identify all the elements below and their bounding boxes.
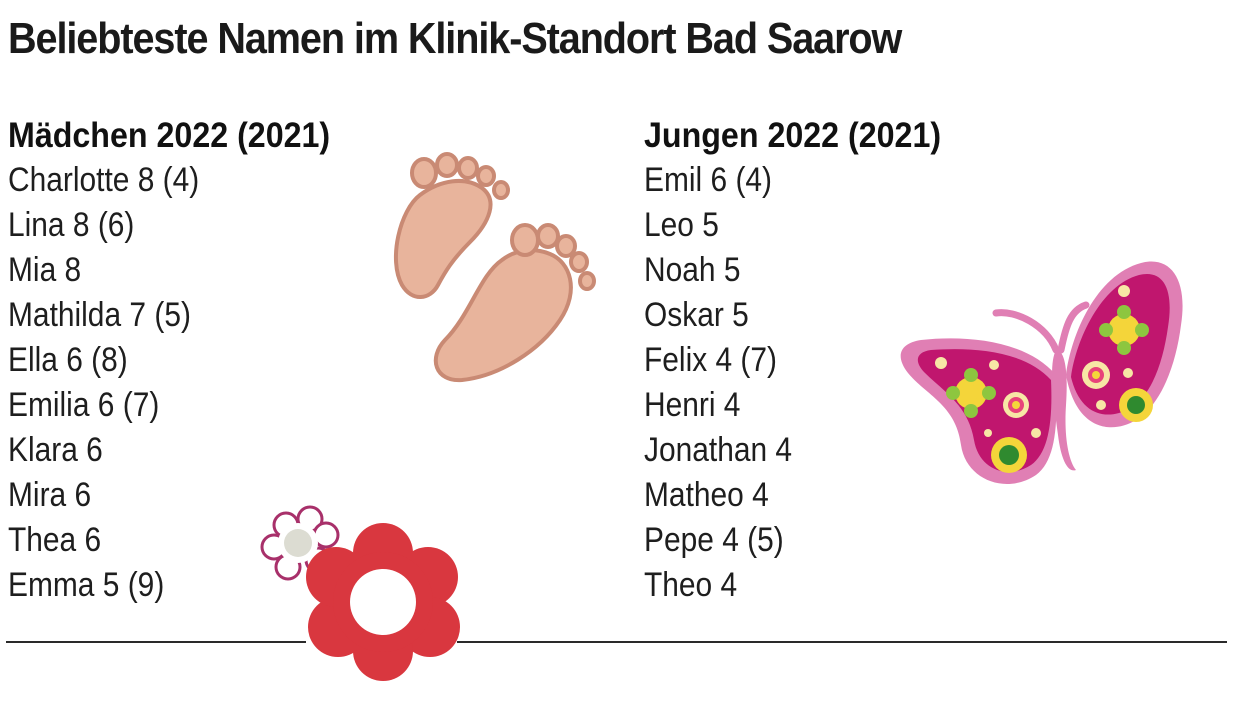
- baby-footprints-icon: [393, 152, 596, 383]
- boys-heading: Jungen 2022 (2021): [644, 116, 942, 155]
- list-item: Lina 8 (6): [8, 206, 135, 244]
- list-item: Leo 5: [644, 206, 719, 244]
- list-item: Mia 8: [8, 251, 82, 289]
- list-item: Klara 6: [8, 431, 103, 469]
- list-item: Matheo 4: [644, 476, 769, 514]
- list-item: Charlotte 8 (4): [8, 161, 200, 199]
- boys-column: Jungen 2022 (2021) Emil 6 (4) Leo 5 Noah…: [644, 114, 967, 608]
- flower-icon: [260, 505, 460, 681]
- list-item: Theo 4: [644, 566, 738, 604]
- list-item: Thea 6: [8, 521, 102, 559]
- list-item: Oskar 5: [644, 296, 749, 334]
- list-item: Emil 6 (4): [644, 161, 773, 199]
- list-item: Henri 4: [644, 386, 741, 424]
- butterfly-icon: [900, 261, 1183, 484]
- divider-line-left: [6, 641, 306, 643]
- girls-name-list: Charlotte 8 (4) Lina 8 (6) Mia 8 Mathild…: [8, 158, 358, 608]
- list-item: Mira 6: [8, 476, 92, 514]
- girls-column: Mädchen 2022 (2021) Charlotte 8 (4) Lina…: [8, 114, 358, 608]
- list-item: Pepe 4 (5): [644, 521, 784, 559]
- list-item: Emilia 6 (7): [8, 386, 160, 424]
- divider-line-right: [457, 641, 1227, 643]
- boys-name-list: Emil 6 (4) Leo 5 Noah 5 Oskar 5 Felix 4 …: [644, 158, 967, 608]
- page-title: Beliebteste Namen im Klinik-Standort Bad…: [8, 14, 902, 63]
- list-item: Noah 5: [644, 251, 741, 289]
- list-item: Ella 6 (8): [8, 341, 128, 379]
- girls-heading: Mädchen 2022 (2021): [8, 116, 331, 155]
- list-item: Mathilda 7 (5): [8, 296, 191, 334]
- list-item: Emma 5 (9): [8, 566, 165, 604]
- list-item: Jonathan 4: [644, 431, 793, 469]
- list-item: Felix 4 (7): [644, 341, 778, 379]
